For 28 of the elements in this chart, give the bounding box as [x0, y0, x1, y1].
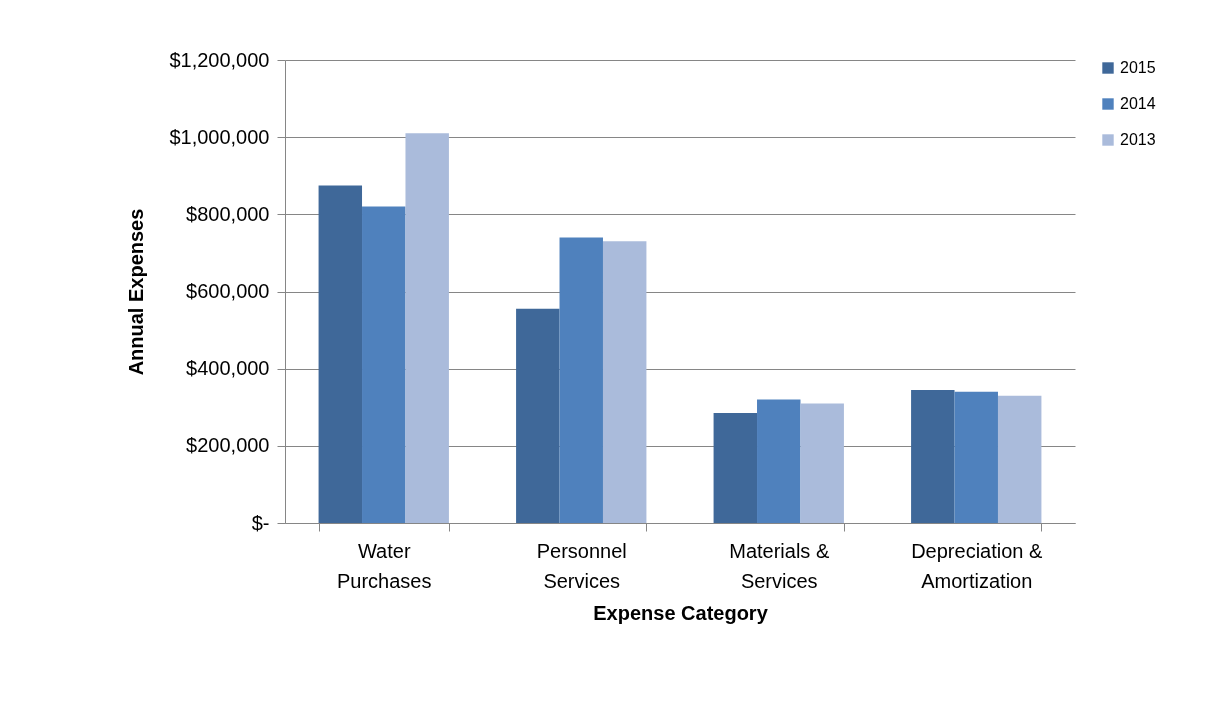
legend-label: 2015	[1120, 59, 1156, 76]
bar	[516, 308, 560, 523]
bar	[405, 133, 449, 523]
legend-label: 2013	[1120, 131, 1156, 148]
y-tick-label: $400,000	[186, 357, 270, 380]
y-tick-label: $600,000	[186, 280, 270, 302]
x-tick-label: Materials & Services	[729, 539, 830, 592]
bar	[559, 237, 603, 523]
x-tick-label: Depreciation & Amortization	[911, 539, 1043, 592]
bar	[954, 391, 998, 523]
bar	[800, 403, 844, 523]
x-tick-label: Personnel Services	[536, 539, 627, 592]
y-tick-label: $800,000	[186, 202, 270, 225]
y-tick-label: $-	[251, 511, 270, 534]
bar	[602, 241, 647, 523]
bar	[997, 395, 1042, 523]
bar	[362, 206, 406, 523]
bar	[318, 185, 363, 523]
x-tick-label: Water Purchases	[337, 539, 432, 592]
x-axis-title: Expense Category	[593, 601, 769, 624]
bar	[757, 399, 801, 523]
bar	[713, 413, 758, 523]
y-tick-label: $200,000	[186, 434, 270, 457]
y-tick-label: $1,000,000	[169, 125, 270, 148]
bar	[911, 389, 955, 523]
legend-label: 2014	[1120, 95, 1156, 112]
y-tick-label: $1,200,000	[169, 48, 270, 71]
y-axis-title: Annual Expenses	[125, 208, 148, 376]
